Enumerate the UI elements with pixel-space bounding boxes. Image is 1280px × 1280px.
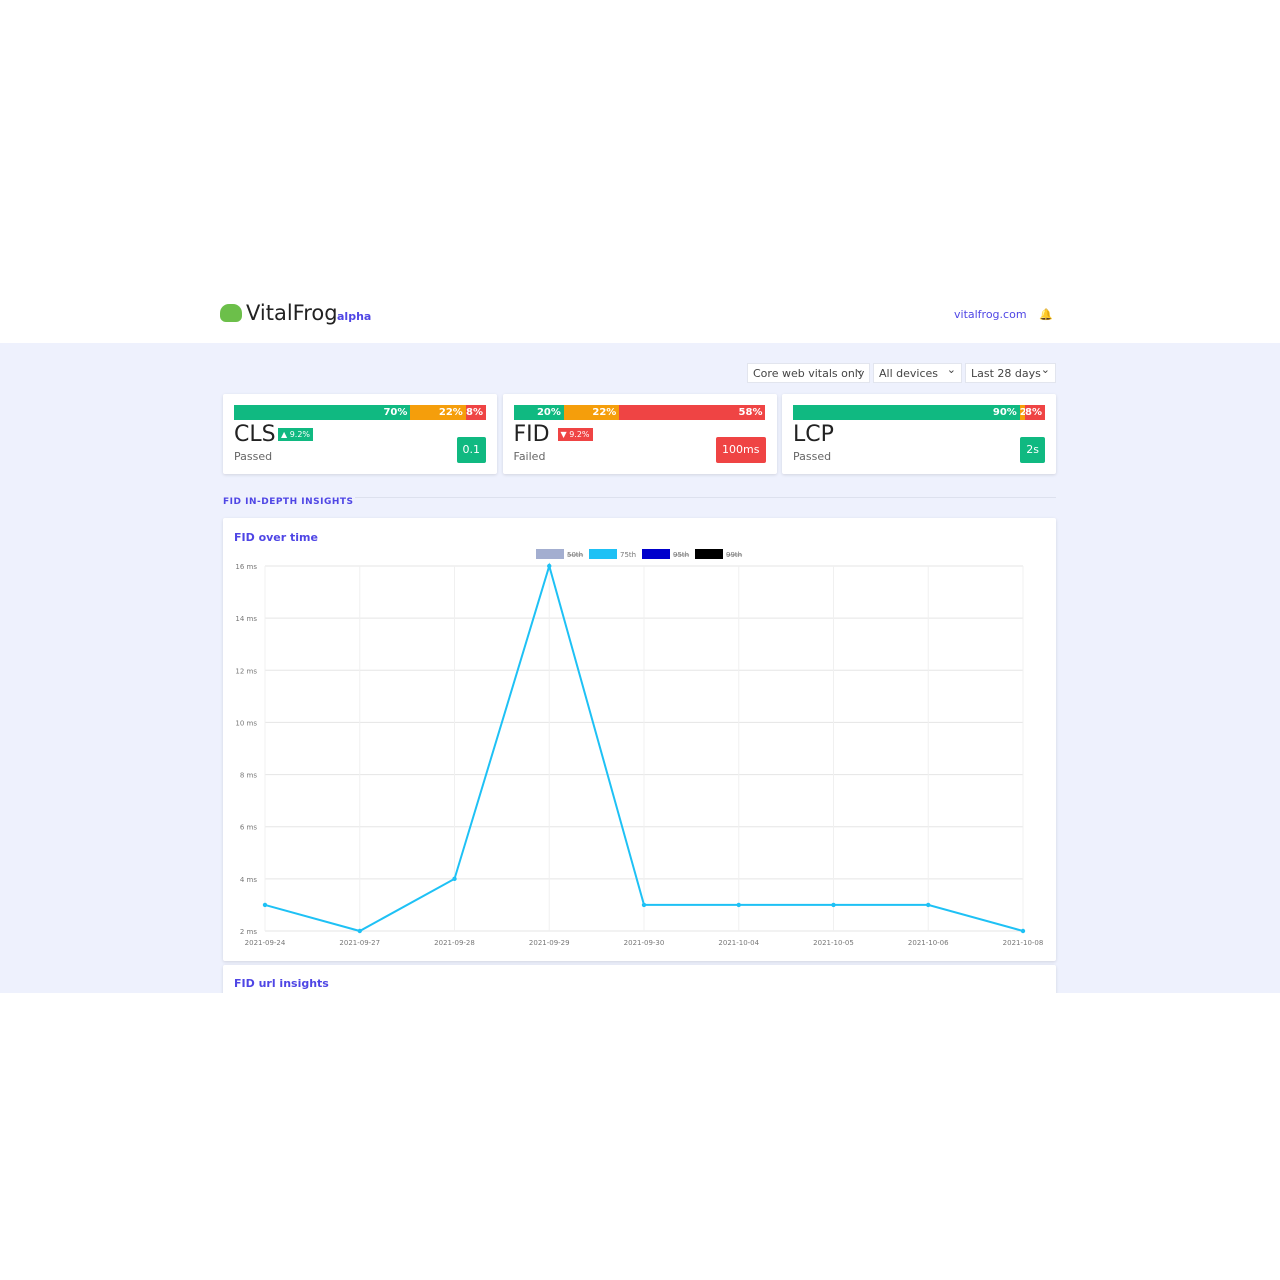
vital-card: 90%2%8% LCP Passed 2s <box>782 394 1056 474</box>
legend-label: 50th <box>567 551 583 559</box>
filter-select[interactable]: Last 28 days <box>965 360 1056 383</box>
site-link[interactable]: vitalfrog.com <box>954 308 1027 321</box>
bell[interactable]: 🔔 <box>1039 308 1053 321</box>
distribution-bar: 20% 22% 58% <box>513 405 766 420</box>
legend-swatch <box>695 549 723 559</box>
segment-label: 8% <box>466 407 483 418</box>
point <box>641 902 647 908</box>
x-tick-label: 2021-10-08 <box>1003 939 1044 947</box>
vital-card: 70% 22% 8% CLS ▲ 9.2% Passed 0.1 <box>223 394 497 474</box>
vital-card: 20% 22% 58% FID ▼ 9.2% Failed 100ms <box>502 394 777 474</box>
bar-segment: 20% <box>513 405 564 420</box>
change-badge: ▼ 9.2% <box>557 428 593 441</box>
segment-label: 20% <box>536 407 561 418</box>
bar-segment: 58% <box>619 405 766 420</box>
brand: VitalFrog <box>246 301 338 325</box>
bar-segment: 90% <box>793 405 1020 420</box>
status: Passed <box>793 450 832 463</box>
value-badge: 2s <box>1020 437 1045 463</box>
x-tick-label: 2021-10-05 <box>813 939 854 947</box>
bar-segment: 70% <box>234 405 411 420</box>
bar-segment: 8% <box>465 405 486 420</box>
legend-swatch <box>642 549 670 559</box>
y-tick-label: 16 ms <box>235 563 257 571</box>
metric-name: FID <box>513 422 550 447</box>
legend-label: 95th <box>673 551 689 559</box>
status: Passed <box>234 450 273 463</box>
legend-swatch <box>589 549 617 559</box>
segment-label: 8% <box>1025 407 1042 418</box>
point <box>452 876 457 882</box>
distribution-bar: 70% 22% 8% <box>234 405 486 420</box>
change-badge: ▲ 9.2% <box>278 428 314 441</box>
section-title: FID IN-DEPTH INSIGHTS <box>223 497 354 507</box>
legend-label: 99th <box>726 551 742 559</box>
x-tick-label: 2021-09-30 <box>624 939 665 947</box>
segment-label: 58% <box>738 407 763 418</box>
x-tick-label: 2021-09-28 <box>434 939 475 947</box>
bar-segment: 22% <box>410 405 466 420</box>
status: Failed <box>513 450 546 463</box>
chart: FID over time 2 ms 4 ms 6 ms 8 ms 10 ms 12 ms… <box>234 531 1044 947</box>
point <box>926 902 931 908</box>
metric-name: CLS <box>234 422 276 447</box>
bar-segment: 22% <box>563 405 620 420</box>
point <box>736 902 741 908</box>
point <box>357 928 362 934</box>
url-card: FID url insights <box>223 965 1056 993</box>
distribution-bar: 90%2%8% <box>793 405 1045 420</box>
y-tick-label: 10 ms <box>235 719 257 727</box>
x-tick-label: 2021-09-24 <box>245 939 286 947</box>
x-tick-label: 2021-09-27 <box>339 939 380 947</box>
y-tick-label: 6 ms <box>240 824 257 832</box>
y-tick-label: 14 ms <box>235 615 257 623</box>
card-title: FID url insights <box>234 977 329 990</box>
filter-select[interactable]: All devices <box>873 360 962 383</box>
legend-label: 75th <box>620 551 636 559</box>
logo <box>220 304 242 322</box>
point <box>262 902 268 908</box>
segment-label: 90% <box>992 407 1017 418</box>
legend-swatch <box>536 549 564 559</box>
segment-label: 22% <box>438 407 463 418</box>
x-tick-label: 2021-09-29 <box>529 939 570 947</box>
point <box>547 563 552 569</box>
divider <box>355 497 1056 498</box>
x-tick-label: 2021-10-06 <box>908 939 949 947</box>
point <box>831 902 836 908</box>
filter-select[interactable]: Core web vitals only <box>747 360 870 383</box>
chart-title: FID over time <box>234 531 318 544</box>
point <box>1020 928 1026 934</box>
value-badge: 0.1 <box>456 437 486 463</box>
y-tick-label: 4 ms <box>240 876 257 884</box>
y-tick-label: 2 ms <box>240 928 257 936</box>
badge: alpha <box>337 310 372 323</box>
value-badge: 100ms <box>716 437 766 463</box>
bar-segment: 2% <box>1019 405 1025 420</box>
metric-name: LCP <box>793 422 834 447</box>
segment-label: 70% <box>383 407 408 418</box>
segment-label: 22% <box>592 407 617 418</box>
segment-label: 2% <box>1019 407 1025 418</box>
x-tick-label: 2021-10-04 <box>718 939 759 947</box>
y-tick-label: 12 ms <box>235 667 257 675</box>
y-tick-label: 8 ms <box>240 772 257 780</box>
bar-segment: 8% <box>1024 405 1045 420</box>
